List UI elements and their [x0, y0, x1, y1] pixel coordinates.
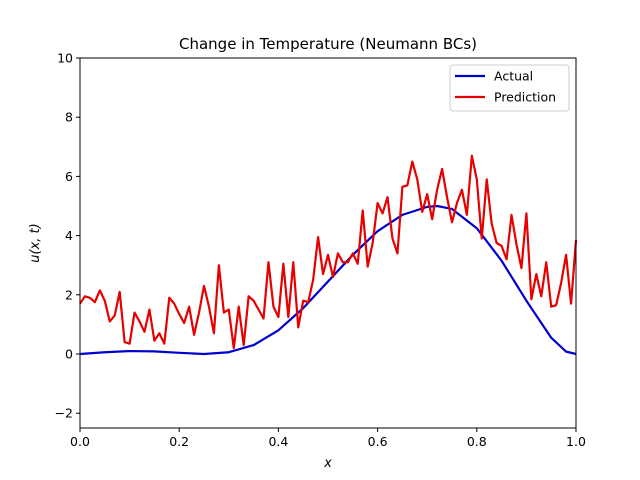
x-tick-label: 0.6 [368, 434, 388, 449]
x-tick-label: 0.4 [268, 434, 288, 449]
y-tick-label: 2 [65, 287, 73, 302]
y-tick-label: 6 [65, 169, 73, 184]
y-axis: −2 0 2 4 6 8 10 [55, 51, 80, 421]
plot-frame [79, 57, 577, 429]
y-tick-label: 0 [65, 347, 73, 362]
legend: Actual Prediction [449, 64, 570, 112]
legend-label-0: Actual [494, 69, 533, 84]
x-axis: 0.0 0.2 0.4 0.6 0.8 1.0 [70, 428, 586, 449]
y-tick-label: 4 [65, 228, 73, 243]
x-tick-label: 1.0 [566, 434, 586, 449]
y-tick-label: 8 [65, 110, 73, 125]
series-line-1 [79, 154, 578, 350]
x-axis-label: x [323, 456, 332, 471]
legend-label-1: Prediction [494, 90, 556, 105]
chart-title: Change in Temperature (Neumann BCs) [179, 35, 477, 53]
y-tick-label: −2 [55, 406, 73, 421]
series-layer [79, 154, 578, 356]
x-tick-label: 0.2 [169, 434, 189, 449]
x-tick-label: 0.8 [467, 434, 487, 449]
x-tick-label: 0.0 [70, 434, 90, 449]
y-tick-label: 10 [57, 51, 73, 66]
y-axis-label: u(x, t) [28, 223, 43, 262]
